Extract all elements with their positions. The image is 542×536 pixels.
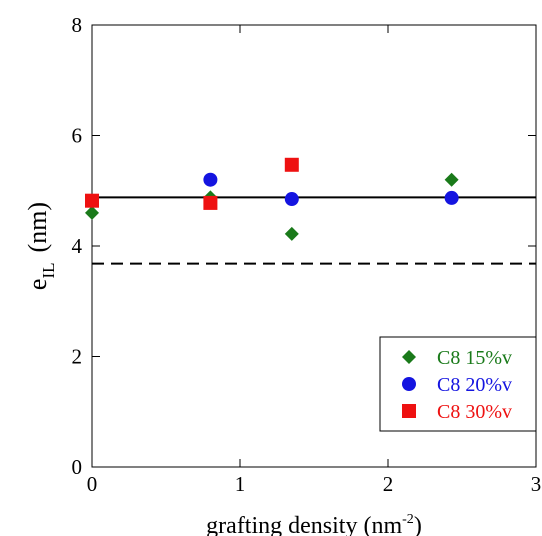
x-tick-label: 0 [87,472,98,496]
diamond-point [284,226,299,241]
y-tick-label: 0 [72,455,83,479]
data-points [85,157,459,241]
square-point [203,195,218,210]
x-tick-label: 3 [531,472,542,496]
legend-square-marker [402,404,416,418]
y-tick-label: 8 [72,13,83,37]
square-point [85,193,99,208]
legend-label: C8 30%v [437,401,512,423]
circle-point [444,190,459,205]
diamond-point [85,205,99,220]
y-tick-label: 6 [72,124,83,148]
y-tick-label: 4 [72,234,83,258]
circle-point [203,172,218,187]
circle-point [284,192,299,207]
legend: C8 15%v C8 20%v C8 30%v [379,336,537,432]
axis-ticks: 0 1 2 3 0 2 4 6 8 [72,13,542,496]
square-point [284,157,299,172]
x-tick-label: 2 [383,472,394,496]
x-axis-label: grafting density (nm-2) [206,512,422,536]
reference-lines [92,196,536,265]
y-tick-label: 2 [72,345,83,369]
x-tick-label: 1 [235,472,246,496]
legend-label: C8 20%v [437,374,512,396]
legend-circle-marker [402,377,416,391]
diamond-point [444,172,459,187]
y-axis-label: eIL(nm) [23,202,58,290]
legend-diamond-marker [402,350,416,364]
legend-label: C8 15%v [437,347,512,369]
